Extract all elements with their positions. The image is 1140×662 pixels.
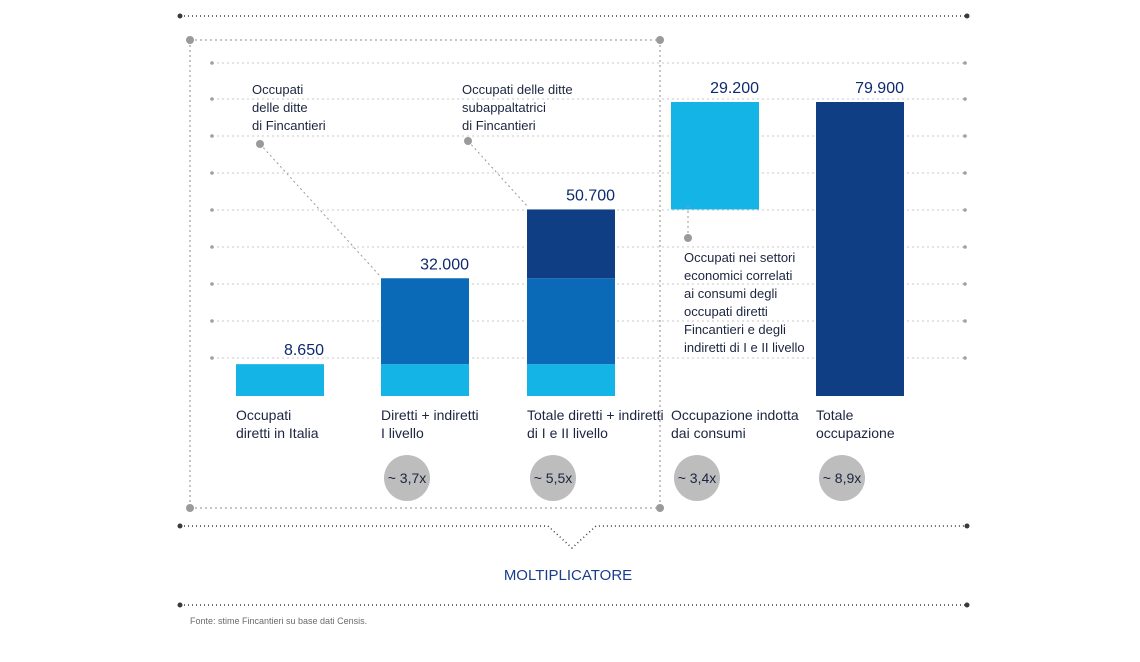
gridline-dot [210,282,214,286]
gridline-dot [210,319,214,323]
annotation-leaders [259,140,689,277]
bar-value-label: 32.000 [420,256,469,273]
gridline-dot [210,208,214,212]
gridlines [210,61,967,360]
category-label: Diretti + indiretti I livello [381,407,479,441]
gridline-dot [963,282,967,286]
annotation-line: di Fincantieri [462,118,536,133]
annotation-line: occupati diretti [684,304,768,319]
multiplier-bracket [177,523,970,550]
gridline-dot [963,97,967,101]
multiplier-badge: ~ 3,4x [674,455,720,501]
gridline-dot [963,134,967,138]
category-label-line: Totale diretti + indiretti [527,407,664,423]
badge-circle [674,455,720,501]
category-label-line: diretti in Italia [236,425,319,441]
bar-segment [671,102,759,210]
annotation-line: Occupati [252,82,303,97]
value-labels-group: 8.650 32.000 50.700 29.200 79.900 [284,80,904,359]
category-label-line: di I e II livello [527,425,608,441]
bar-segment [527,209,615,279]
annotation-line: economici correlati [684,268,792,283]
annotation-line: delle ditte [252,100,308,115]
multiplier-value: ~ 3,4x [678,470,717,486]
multiplier-badge: ~ 5,5x [530,455,576,501]
annotation-induced-sectors: Occupati nei settori economici correlati… [684,250,805,355]
category-label: Totale diretti + indiretti di I e II live… [527,407,664,441]
annotation-line: Occupati nei settori [684,250,795,265]
gridline-dot [210,356,214,360]
category-label: Occupati diretti in Italia [236,407,319,441]
annotation-line: Fincantieri e degli [684,322,786,337]
gridline-dot [963,208,967,212]
gridline-dot [963,319,967,323]
gridline-dot [210,134,214,138]
bar-segment [381,278,469,365]
category-label-line: Occupati [236,407,291,423]
source-note: Fonte: stime Fincantieri su base dati Ce… [190,616,367,626]
category-label: Occupazione indotta dai consumi [671,407,799,441]
gridline-dot [210,245,214,249]
bar-value-label: 79.900 [855,80,904,97]
badge-circle [530,455,576,501]
bar-value-label: 29.200 [710,80,759,97]
category-label-line: Occupazione indotta [671,407,799,423]
annotation-line: ai consumi degli [684,286,777,301]
category-label-line: Diretti + indiretti [381,407,479,423]
bracket-frame [189,39,661,509]
gridline-dot [963,61,967,65]
badge-circle [384,455,430,501]
bar-segment [527,364,615,396]
annotation-line: di Fincantieri [252,118,326,133]
category-label: Totale occupazione [816,407,895,441]
bar-value-label: 8.650 [284,342,324,359]
category-labels-group: Occupati diretti in Italia Diretti + indir… [236,407,895,441]
annotation-line: indiretti di I e II livello [684,340,805,355]
bar-segment [816,102,904,396]
bar-segment [527,278,615,365]
gridline-dot [963,245,967,249]
category-label-line: I livello [381,425,424,441]
gridline-dot [210,97,214,101]
bracket-corner-dots [186,36,664,512]
outer-frame-dots [177,13,970,608]
gridline-dot [963,171,967,175]
bar-segment [236,364,324,396]
category-label-line: Totale [816,407,854,423]
bar-segment [381,364,469,396]
multiplier-badges-group: ~ 3,7x ~ 5,5x ~ 3,4x ~ 8,9x [384,455,865,501]
multiplier-value: ~ 5,5x [534,470,573,486]
gridline-dot [210,171,214,175]
category-label-line: occupazione [816,425,895,441]
multiplier-badge: ~ 3,7x [384,455,430,501]
annotation-line: subappaltatrici [462,100,546,115]
gridline-dot [210,61,214,65]
badge-circle [819,455,865,501]
annotation-subcontractors: Occupati delle ditte subappaltatrici di … [462,82,576,133]
gridline-dot [963,356,967,360]
multiplier-title: MOLTIPLICATORE [504,567,632,584]
multiplier-value: ~ 8,9x [823,470,862,486]
bars-group [236,102,904,396]
annotation-line: Occupati delle ditte [462,82,573,97]
multiplier-value: ~ 3,7x [388,470,427,486]
annotation-dots [256,137,692,242]
category-label-line: dai consumi [671,425,746,441]
annotation-direct-employees: Occupati delle ditte di Fincantieri [252,82,326,133]
multiplier-badge: ~ 8,9x [819,455,865,501]
bar-value-label: 50.700 [566,187,615,204]
